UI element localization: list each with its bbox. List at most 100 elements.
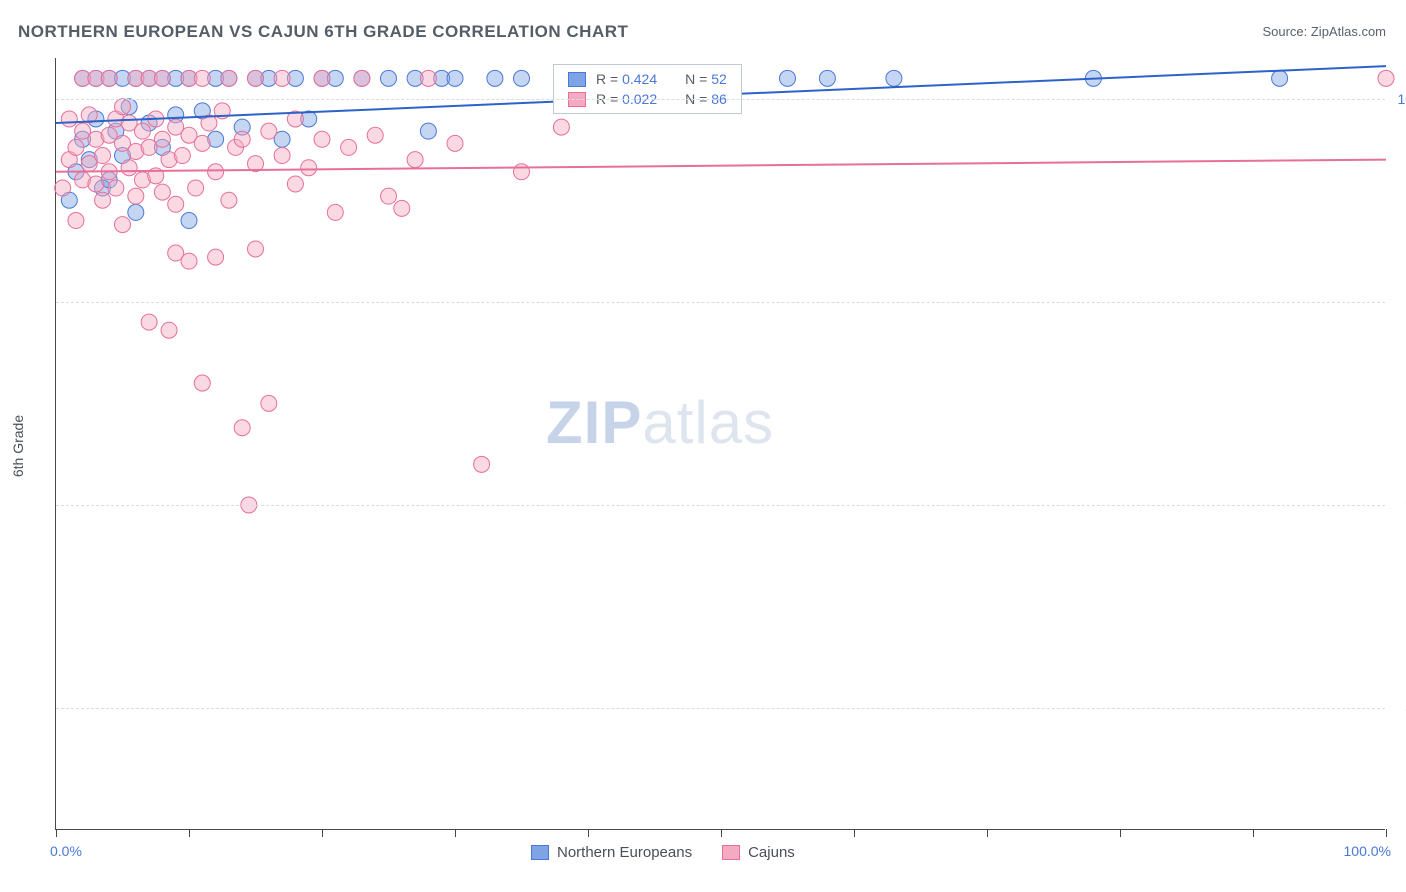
data-point [194, 135, 210, 151]
data-point [134, 123, 150, 139]
data-point [194, 70, 210, 86]
source-attribution: Source: ZipAtlas.com [1262, 24, 1386, 39]
data-point [248, 241, 264, 257]
legend-swatch [722, 845, 740, 860]
data-point [234, 131, 250, 147]
data-point [1378, 70, 1394, 86]
data-point [274, 148, 290, 164]
data-point [341, 139, 357, 155]
data-point [394, 200, 410, 216]
data-point [314, 131, 330, 147]
data-point [274, 70, 290, 86]
data-point [314, 70, 330, 86]
data-point [447, 135, 463, 151]
legend-label: Cajuns [748, 844, 795, 861]
y-gridline [56, 708, 1385, 709]
data-point [474, 456, 490, 472]
data-point [886, 70, 902, 86]
data-point [1272, 70, 1288, 86]
data-point [420, 70, 436, 86]
data-point [95, 148, 111, 164]
y-gridline [56, 99, 1385, 100]
x-tick [455, 829, 456, 837]
series-legend: Northern Europeans Cajuns [531, 844, 795, 861]
data-point [367, 127, 383, 143]
chart-title: NORTHERN EUROPEAN VS CAJUN 6TH GRADE COR… [18, 22, 628, 42]
data-point [234, 420, 250, 436]
legend-swatch [531, 845, 549, 860]
data-point [327, 204, 343, 220]
data-point [101, 70, 117, 86]
x-tick [1253, 829, 1254, 837]
data-point [168, 196, 184, 212]
y-tick-label: 85.0% [1391, 700, 1406, 716]
data-point [514, 164, 530, 180]
data-point [68, 213, 84, 229]
data-point [181, 253, 197, 269]
legend-n-label: N = 52 [685, 71, 727, 87]
x-tick [56, 829, 57, 837]
data-point [115, 217, 131, 233]
data-point [115, 99, 131, 115]
data-point [188, 180, 204, 196]
data-point [487, 70, 503, 86]
data-point [221, 192, 237, 208]
data-point [161, 322, 177, 338]
x-min-label: 0.0% [50, 843, 82, 859]
data-point [128, 188, 144, 204]
legend-row: R = 0.424 N = 52 [554, 69, 741, 89]
legend-r-label: R = 0.424 [596, 71, 657, 87]
x-tick [987, 829, 988, 837]
data-point [301, 160, 317, 176]
data-point [221, 70, 237, 86]
x-tick [1120, 829, 1121, 837]
data-point [261, 395, 277, 411]
data-point [128, 204, 144, 220]
data-point [108, 180, 124, 196]
data-point [354, 70, 370, 86]
data-point [174, 148, 190, 164]
plot-svg [56, 58, 1385, 829]
y-tick-label: 90.0% [1391, 497, 1406, 513]
data-point [154, 184, 170, 200]
legend-item: Northern Europeans [531, 844, 692, 861]
data-point [248, 70, 264, 86]
data-point [121, 160, 137, 176]
x-tick [588, 829, 589, 837]
data-point [261, 123, 277, 139]
x-tick [721, 829, 722, 837]
data-point [407, 152, 423, 168]
plot-area: ZIPatlas R = 0.424N = 52R = 0.022N = 86 … [55, 58, 1385, 830]
data-point [819, 70, 835, 86]
data-point [780, 70, 796, 86]
x-tick [1386, 829, 1387, 837]
legend-item: Cajuns [722, 844, 795, 861]
y-gridline [56, 505, 1385, 506]
x-tick [189, 829, 190, 837]
data-point [420, 123, 436, 139]
data-point [194, 375, 210, 391]
data-point [154, 70, 170, 86]
data-point [381, 188, 397, 204]
y-gridline [56, 302, 1385, 303]
x-tick [854, 829, 855, 837]
x-max-label: 100.0% [1344, 843, 1391, 859]
data-point [68, 139, 84, 155]
legend-swatch [568, 72, 586, 87]
data-point [181, 213, 197, 229]
correlation-legend: R = 0.424N = 52R = 0.022N = 86 [553, 64, 742, 114]
data-point [208, 164, 224, 180]
data-point [141, 314, 157, 330]
data-point [381, 70, 397, 86]
y-axis-label: 6th Grade [10, 415, 26, 477]
data-point [287, 176, 303, 192]
data-point [95, 192, 111, 208]
data-point [55, 180, 71, 196]
y-tick-label: 100.0% [1391, 91, 1406, 107]
data-point [208, 249, 224, 265]
data-point [447, 70, 463, 86]
data-point [88, 176, 104, 192]
data-point [61, 111, 77, 127]
data-point [553, 119, 569, 135]
chart-container: NORTHERN EUROPEAN VS CAJUN 6TH GRADE COR… [0, 0, 1406, 892]
